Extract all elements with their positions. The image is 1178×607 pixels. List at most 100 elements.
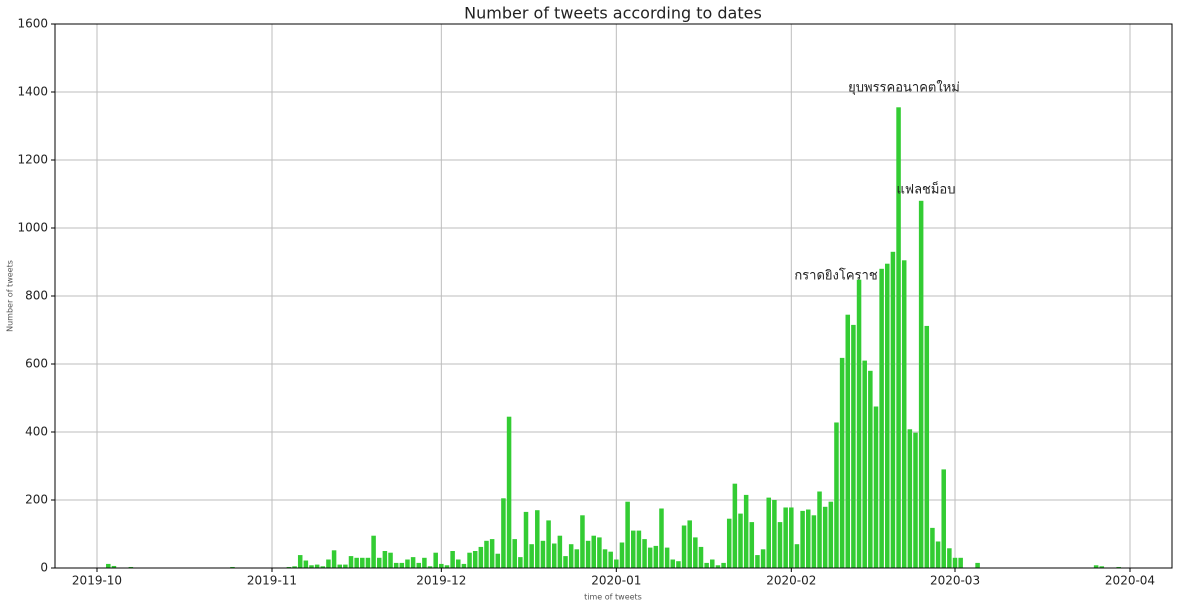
bar [286,566,292,568]
annotation: แฟลชม็อบ [896,180,955,198]
bar [365,557,371,568]
bar [630,530,636,568]
bar [738,513,743,568]
bar [828,501,834,568]
chart-title: Number of tweets according to dates [464,4,762,23]
y-tick-label: 1200 [17,153,48,167]
bar [868,370,873,568]
bar [309,565,314,568]
bar [388,552,393,568]
x-tick-label: 2020-02 [766,574,816,588]
bar [907,429,913,568]
bar [755,555,760,568]
bar [360,557,365,568]
bar [597,537,602,568]
y-tick-label: 400 [25,425,48,439]
bar [777,522,783,568]
bar [467,552,472,568]
bar [817,491,822,568]
bar [450,551,455,568]
bar [670,559,676,568]
bar [1099,566,1105,568]
bar [1093,565,1099,568]
bar [518,557,523,568]
y-tick-label: 0 [40,561,48,575]
bar [506,416,512,568]
y-tick-label: 1400 [17,85,48,99]
bar [529,544,534,568]
bar [393,562,399,568]
x-axis-label: time of tweets [584,593,642,602]
bar [647,547,653,568]
bar [896,107,901,569]
bar [958,557,963,568]
x-tick-label: 2020-03 [930,574,980,588]
bar [845,314,851,568]
x-tick-label: 2019-12 [416,574,466,588]
bar [732,483,738,568]
bar [574,549,580,568]
bar [128,566,134,568]
bar [608,551,613,568]
bar [585,540,591,568]
bar [472,551,478,568]
bar [444,565,450,568]
bar [382,551,388,568]
bar [523,511,529,568]
bar [422,557,427,568]
bar [879,268,884,568]
bar [749,522,755,568]
bar [862,360,867,568]
bar [456,559,461,568]
bar [405,559,410,568]
y-tick-label: 600 [25,357,48,371]
bar [427,566,433,568]
bar [354,557,359,568]
bar [924,325,930,568]
bar [710,559,715,568]
bar [856,279,862,568]
bar [766,497,771,568]
bar [693,537,698,568]
x-tick-label: 2019-10 [72,574,122,588]
bar [975,562,980,568]
bar [563,556,568,568]
bar [331,550,337,568]
bar [698,546,704,568]
bar [580,515,585,568]
bar [495,553,501,568]
bar [726,518,732,568]
bar [439,563,444,568]
bar [489,539,495,568]
x-tick-label: 2019-11 [247,574,297,588]
bar [783,507,788,568]
bar [478,546,484,568]
bar [653,545,659,568]
bar [292,566,297,568]
bar [721,562,726,568]
bar [297,555,303,568]
bar [337,564,342,568]
bar [602,549,608,568]
bar [540,540,546,568]
bar [484,540,489,568]
bar [614,559,619,568]
bar [326,559,331,568]
bar [512,539,517,568]
bar [890,251,896,569]
bar [230,566,235,568]
bar [111,565,117,568]
bar [930,527,935,568]
bar [901,260,907,568]
bar [625,501,630,568]
bar [343,564,348,568]
y-tick-label: 200 [25,493,48,507]
bar [681,525,687,568]
bar [851,324,856,568]
plot-frame [54,23,1173,569]
bar [642,539,647,568]
bar [320,566,326,568]
y-tick-label: 1000 [17,221,48,235]
bar [789,507,794,568]
